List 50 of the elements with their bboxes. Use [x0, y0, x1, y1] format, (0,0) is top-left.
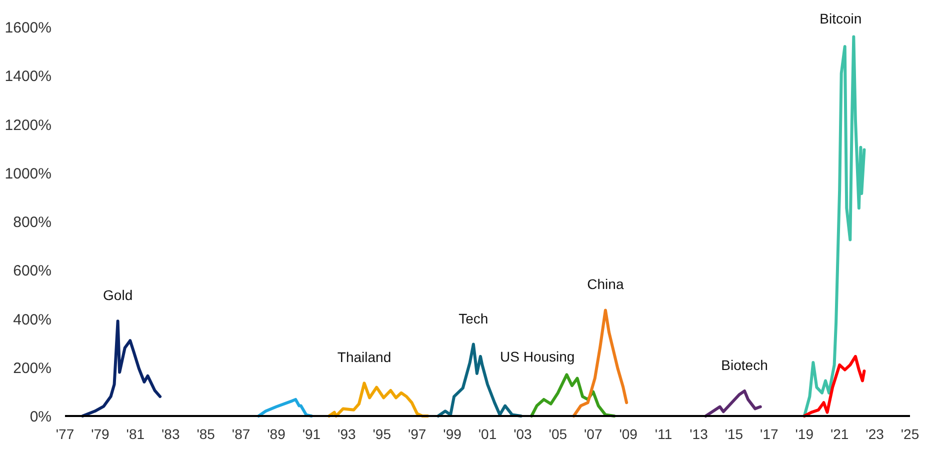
- line-series: [572, 308, 628, 418]
- x-tick-label: '17: [760, 426, 778, 442]
- line-series: [802, 35, 866, 418]
- line-series: [81, 320, 162, 418]
- line-series: [802, 354, 866, 418]
- x-tick-label: '97: [408, 426, 426, 442]
- x-tick-label: '77: [56, 426, 74, 442]
- series-label: Gold: [103, 287, 133, 304]
- x-tick-label: '15: [724, 426, 744, 442]
- line-series: [257, 398, 313, 418]
- line-series: [530, 373, 616, 418]
- x-tick-label: '83: [162, 426, 180, 442]
- x-tick-label: '05: [548, 426, 568, 442]
- series-label: Thailand: [337, 349, 392, 366]
- y-tick-label: 200%: [13, 360, 52, 377]
- x-tick-label: '03: [514, 426, 532, 442]
- x-tick-label: '87: [232, 426, 250, 442]
- line-series: [704, 389, 762, 418]
- x-tick-label: '91: [302, 426, 321, 442]
- x-tick-label: '13: [690, 426, 708, 442]
- x-tick-label: '21: [830, 426, 849, 442]
- y-tick-label: 1400%: [4, 68, 52, 86]
- x-tick-label: '01: [478, 426, 497, 442]
- x-tick-label: '99: [443, 426, 462, 442]
- line-series: [328, 382, 430, 418]
- series-label: Biotech: [721, 356, 768, 373]
- line-series: [436, 342, 522, 418]
- x-tick-label: '89: [267, 426, 286, 442]
- y-tick-label: 1200%: [4, 116, 52, 134]
- x-tick-label: '93: [338, 426, 356, 442]
- y-tick-label: 1600%: [4, 20, 52, 36]
- y-tick-label: 800%: [13, 214, 52, 231]
- y-tick-label: 400%: [13, 311, 52, 328]
- y-tick-label: 0%: [30, 408, 52, 426]
- series-label: Tech: [458, 310, 488, 326]
- y-tick-label: 1000%: [4, 165, 52, 182]
- x-tick-label: '23: [866, 426, 884, 442]
- x-tick-label: '11: [654, 426, 672, 442]
- x-tick-label: '79: [91, 426, 110, 442]
- x-tick-label: '95: [372, 426, 392, 442]
- x-tick-label: '09: [619, 426, 638, 442]
- y-tick-label: 600%: [13, 262, 52, 280]
- x-tick-label: '25: [900, 426, 920, 442]
- series-label: Bitcoin: [820, 10, 862, 27]
- x-tick-label: '19: [795, 426, 814, 442]
- x-tick-label: '07: [584, 426, 602, 442]
- series-label: China: [587, 276, 624, 292]
- x-tick-label: '81: [126, 426, 145, 442]
- x-tick-label: '85: [196, 426, 216, 442]
- series-label: US Housing: [500, 348, 575, 365]
